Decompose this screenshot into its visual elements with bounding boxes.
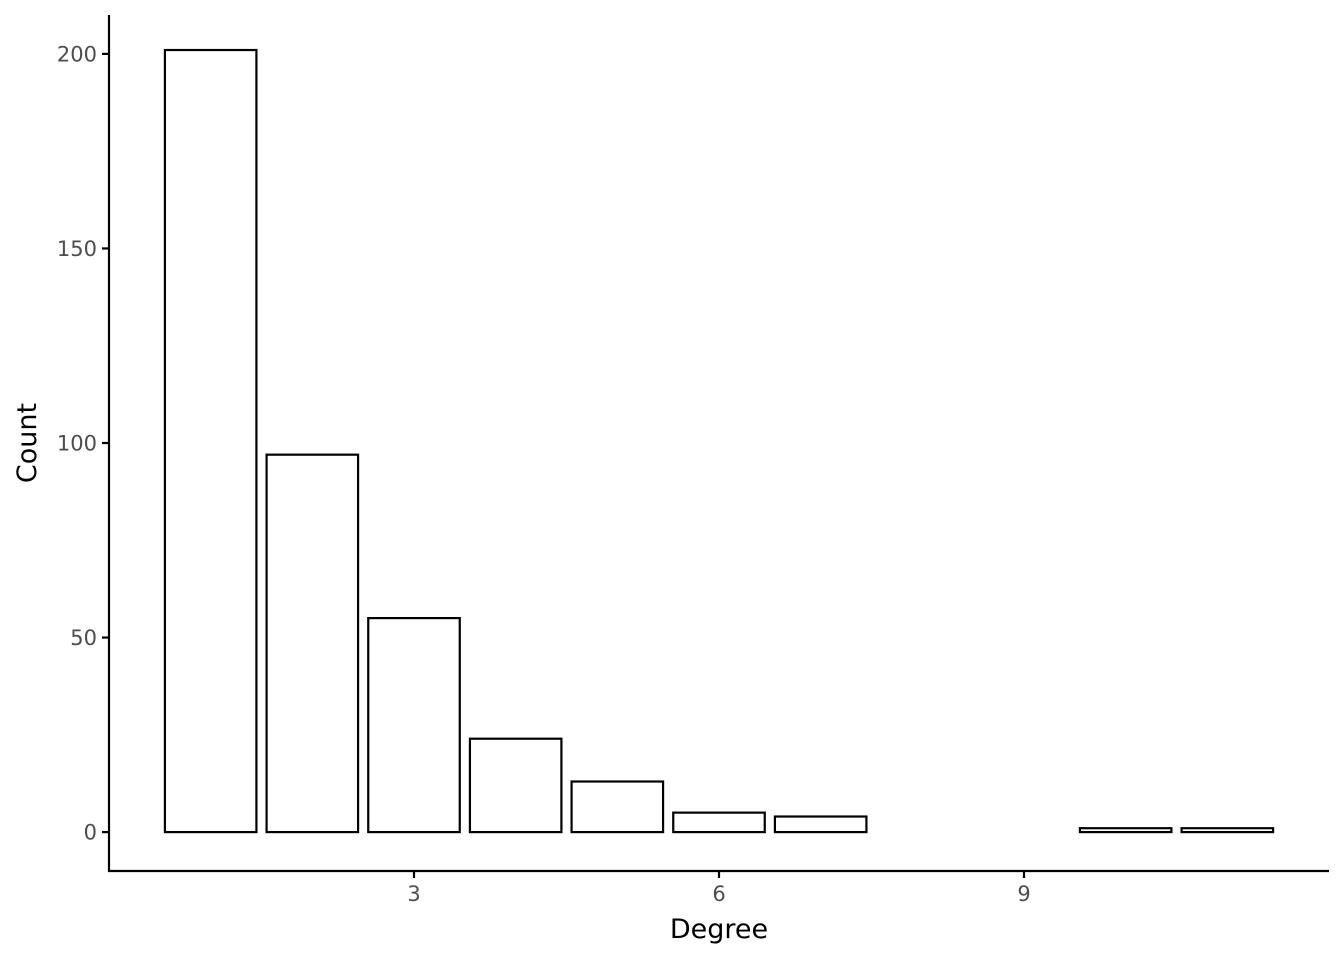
bar-degree-10 <box>1078 827 1173 834</box>
bars-group <box>163 48 1275 834</box>
bar-degree-5 <box>570 780 665 834</box>
y-axis-ticks: 0 50 100 150 200 <box>57 42 109 845</box>
x-tick-label: 9 <box>1017 882 1030 906</box>
x-tick-label: 3 <box>407 882 420 906</box>
y-tick-label: 0 <box>84 821 97 845</box>
x-axis-ticks: 3 6 9 <box>407 871 1031 906</box>
bar-degree-11 <box>1180 827 1275 834</box>
y-tick-label: 200 <box>57 42 97 66</box>
bar-degree-3 <box>367 616 461 834</box>
bar-degree-7 <box>773 815 868 834</box>
y-tick-label: 150 <box>57 237 97 261</box>
y-tick-label: 50 <box>70 626 97 650</box>
bar-degree-4 <box>468 737 563 834</box>
x-axis-title: Degree <box>670 914 768 945</box>
bar-degree-1 <box>163 48 258 834</box>
bar-degree-2 <box>265 453 360 834</box>
bar-degree-6 <box>672 811 766 834</box>
y-axis-title: Count <box>12 403 43 483</box>
x-tick-label: 6 <box>712 882 725 906</box>
y-tick-label: 100 <box>57 432 97 456</box>
